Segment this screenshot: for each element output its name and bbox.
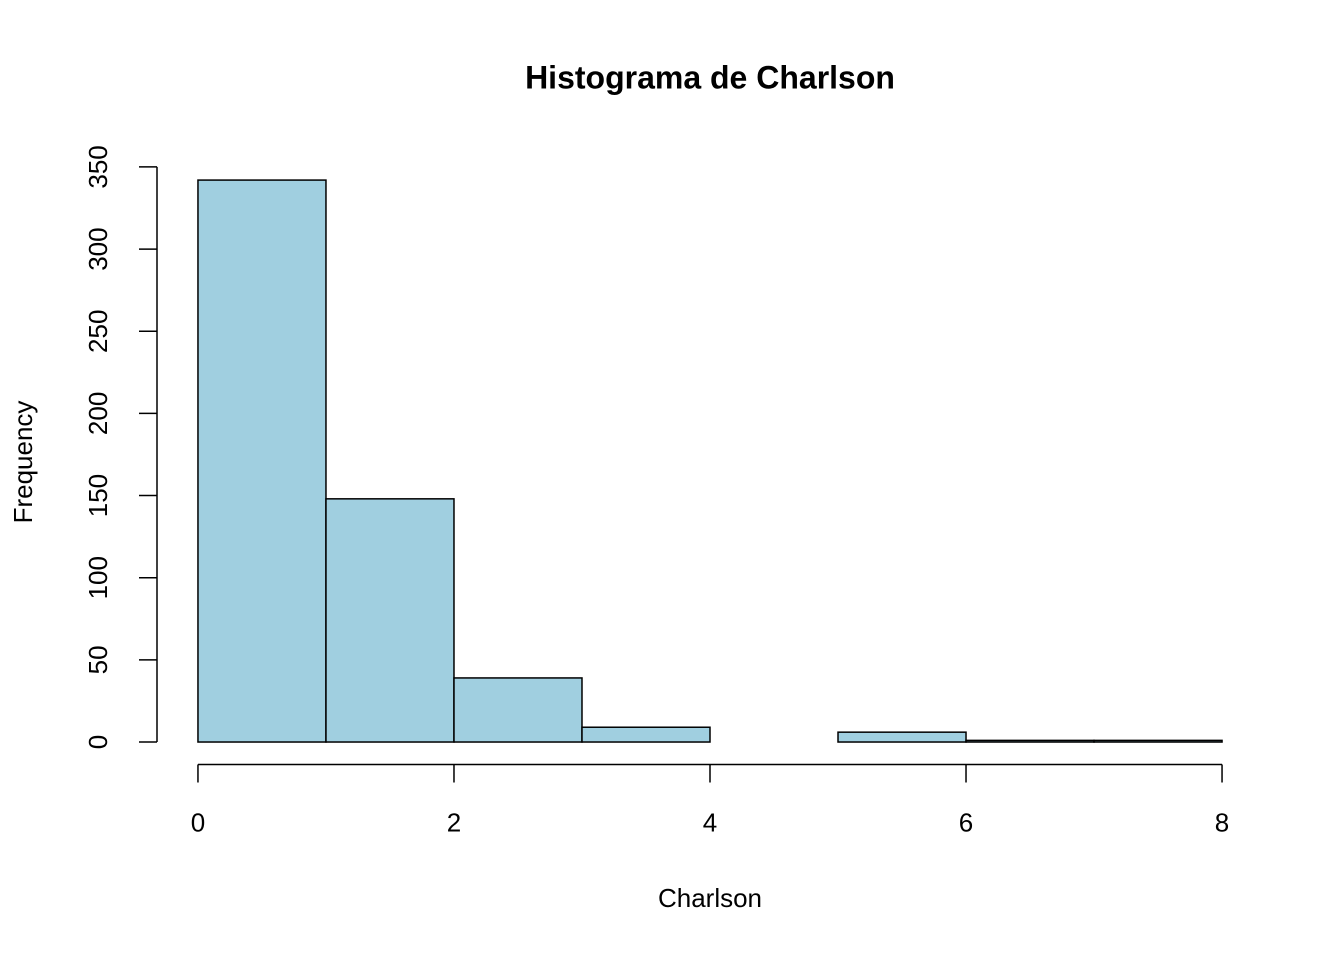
chart-title: Histograma de Charlson (525, 59, 895, 95)
bar (581, 726, 711, 743)
bar (197, 179, 327, 743)
x-tick-label: 2 (447, 807, 461, 837)
y-tick-label: 300 (83, 227, 113, 270)
y-tick-label: 250 (83, 310, 113, 353)
bar (837, 731, 967, 743)
x-tick-label: 0 (191, 807, 205, 837)
y-tick-label: 100 (83, 556, 113, 599)
bar (453, 677, 583, 743)
y-tick-label: 150 (83, 474, 113, 517)
y-tick-label: 350 (83, 145, 113, 188)
y-tick-label: 50 (83, 645, 113, 674)
bar (325, 498, 455, 743)
y-tick-label: 200 (83, 392, 113, 435)
bar (1093, 739, 1223, 743)
y-axis-label: Frequency (8, 401, 38, 524)
x-tick-label: 4 (703, 807, 717, 837)
y-tick-label: 0 (83, 735, 113, 749)
x-tick-label: 8 (1215, 807, 1229, 837)
x-axis-label: Charlson (658, 883, 762, 913)
bar (965, 739, 1095, 743)
x-tick-label: 6 (959, 807, 973, 837)
